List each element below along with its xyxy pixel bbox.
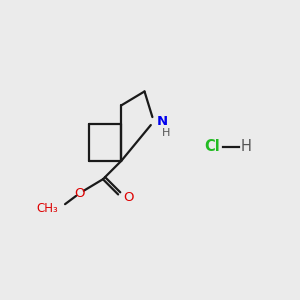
Text: H: H	[240, 140, 251, 154]
Text: N: N	[157, 115, 168, 128]
Text: O: O	[123, 191, 134, 204]
Text: CH₃: CH₃	[36, 202, 58, 214]
Text: H: H	[162, 128, 170, 138]
Text: O: O	[74, 187, 85, 200]
Text: Cl: Cl	[205, 140, 220, 154]
